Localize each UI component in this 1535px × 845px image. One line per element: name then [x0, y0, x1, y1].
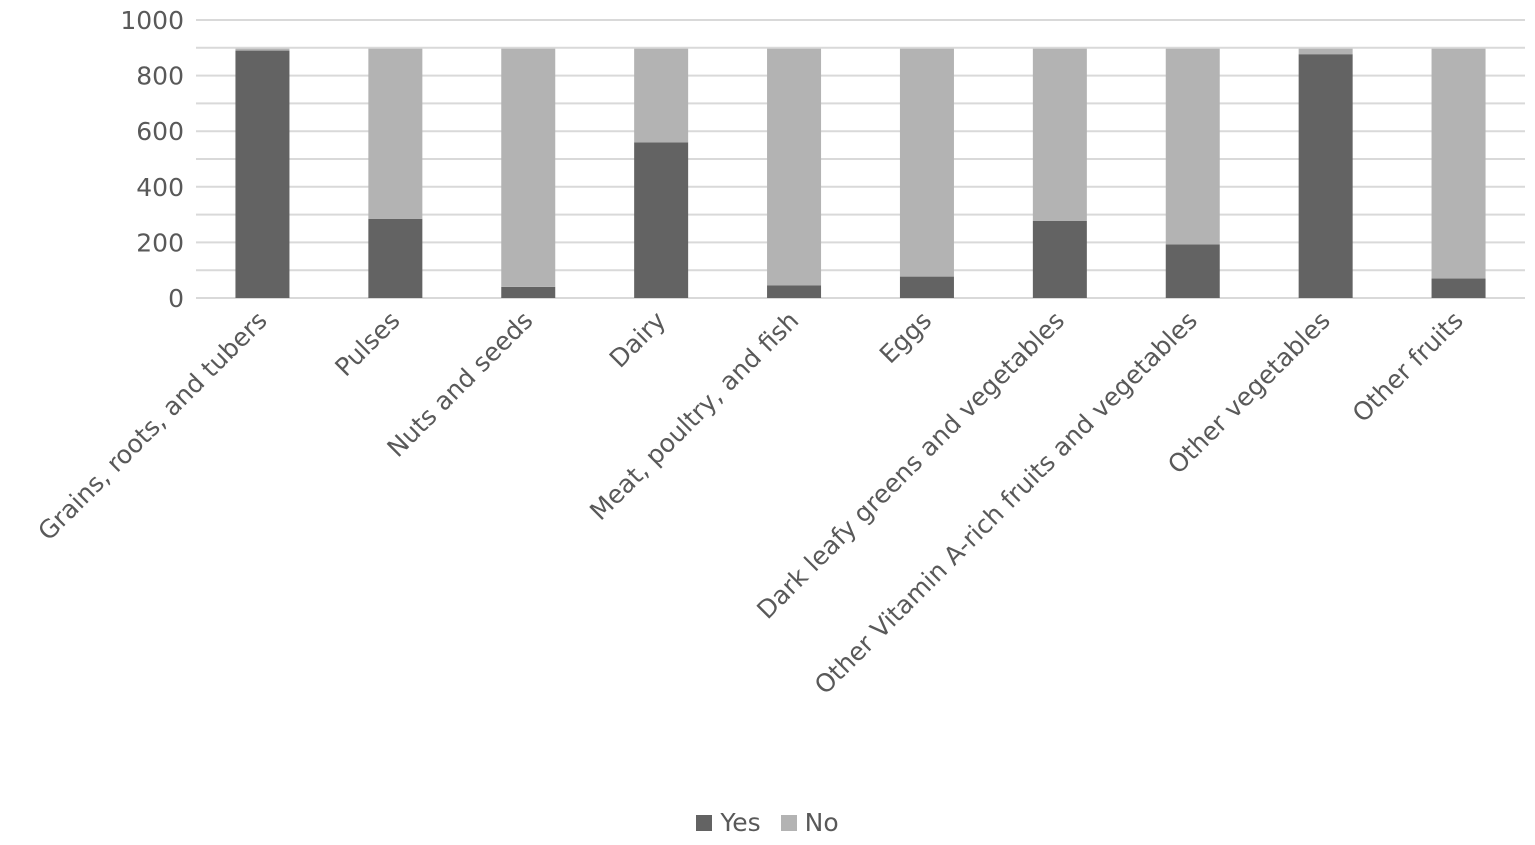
legend-swatch-yes	[696, 814, 713, 831]
x-category-label: Other fruits	[1347, 306, 1469, 428]
bar-segment-yes	[501, 286, 556, 298]
bar-segment-yes	[368, 218, 423, 298]
stacked-bar-chart: 0 200 400 600 800 1000 Grains, roots, and tub…	[32, 6, 1525, 700]
bar-segment-no	[501, 48, 556, 287]
legend-item-yes: Yes	[696, 808, 761, 837]
bar-segment-no	[235, 48, 290, 51]
bar-segment-yes	[1032, 220, 1087, 298]
x-category-label: Dairy	[604, 306, 672, 374]
x-category-label: Eggs	[874, 306, 937, 369]
bar-segment-yes	[1431, 278, 1486, 298]
bar-segment-no	[899, 48, 954, 277]
y-tick-label: 400	[136, 173, 184, 202]
legend-label-yes: Yes	[720, 808, 761, 837]
bar-segment-no	[634, 48, 689, 143]
legend-swatch-no	[780, 814, 797, 831]
bar-segment-no	[1165, 48, 1220, 245]
bars	[235, 48, 1486, 298]
y-tick-label: 200	[136, 228, 184, 257]
bar-segment-no	[1298, 48, 1353, 55]
bar-segment-yes	[1165, 244, 1220, 298]
x-category-label: Grains, roots, and tubers	[32, 306, 272, 546]
legend-label-no: No	[804, 808, 839, 837]
bar-segment-yes	[899, 276, 954, 298]
y-axis-tick-labels: 0 200 400 600 800 1000	[120, 6, 184, 313]
x-category-label: Pulses	[329, 306, 405, 382]
y-tick-label: 0	[168, 284, 184, 313]
y-tick-label: 600	[136, 117, 184, 146]
bar-segment-no	[1431, 48, 1486, 279]
y-tick-label: 800	[136, 62, 184, 91]
bar-segment-yes	[1298, 54, 1353, 298]
bar-segment-no	[368, 48, 423, 219]
legend-item-no: No	[780, 808, 839, 837]
x-category-label: Nuts and seeds	[382, 306, 539, 463]
legend: Yes No	[0, 808, 1535, 837]
bar-segment-no	[1032, 48, 1087, 221]
bar-segment-yes	[235, 50, 290, 298]
bar-segment-yes	[767, 285, 822, 298]
bar-segment-no	[767, 48, 822, 286]
y-tick-label: 1000	[120, 6, 184, 35]
bar-segment-yes	[634, 142, 689, 298]
